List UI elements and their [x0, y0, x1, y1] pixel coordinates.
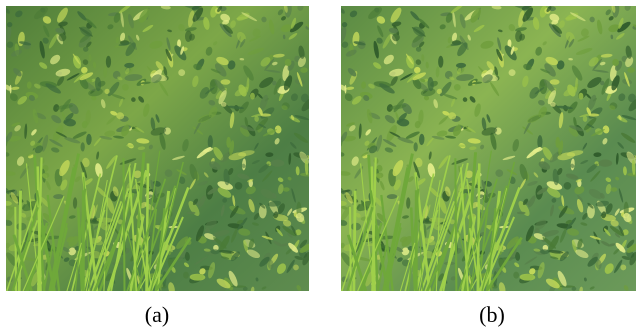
leaf — [211, 249, 220, 254]
grass-blade — [147, 163, 148, 291]
caption: (a) — [145, 302, 169, 327]
leaf — [598, 160, 612, 167]
leaf — [438, 56, 443, 68]
grass-blade — [354, 191, 355, 291]
leaf — [540, 249, 549, 254]
leaf — [271, 160, 285, 167]
caption: (b) — [479, 302, 505, 327]
figure: (a) (b) — [0, 0, 636, 329]
grass-blade — [478, 163, 479, 291]
grass-blade — [455, 158, 456, 291]
grass-blade — [123, 158, 124, 291]
page: (a) (b) (() => { const data = JSON.parse… — [0, 0, 636, 329]
leaf — [106, 56, 111, 68]
grass-blade — [19, 191, 20, 291]
